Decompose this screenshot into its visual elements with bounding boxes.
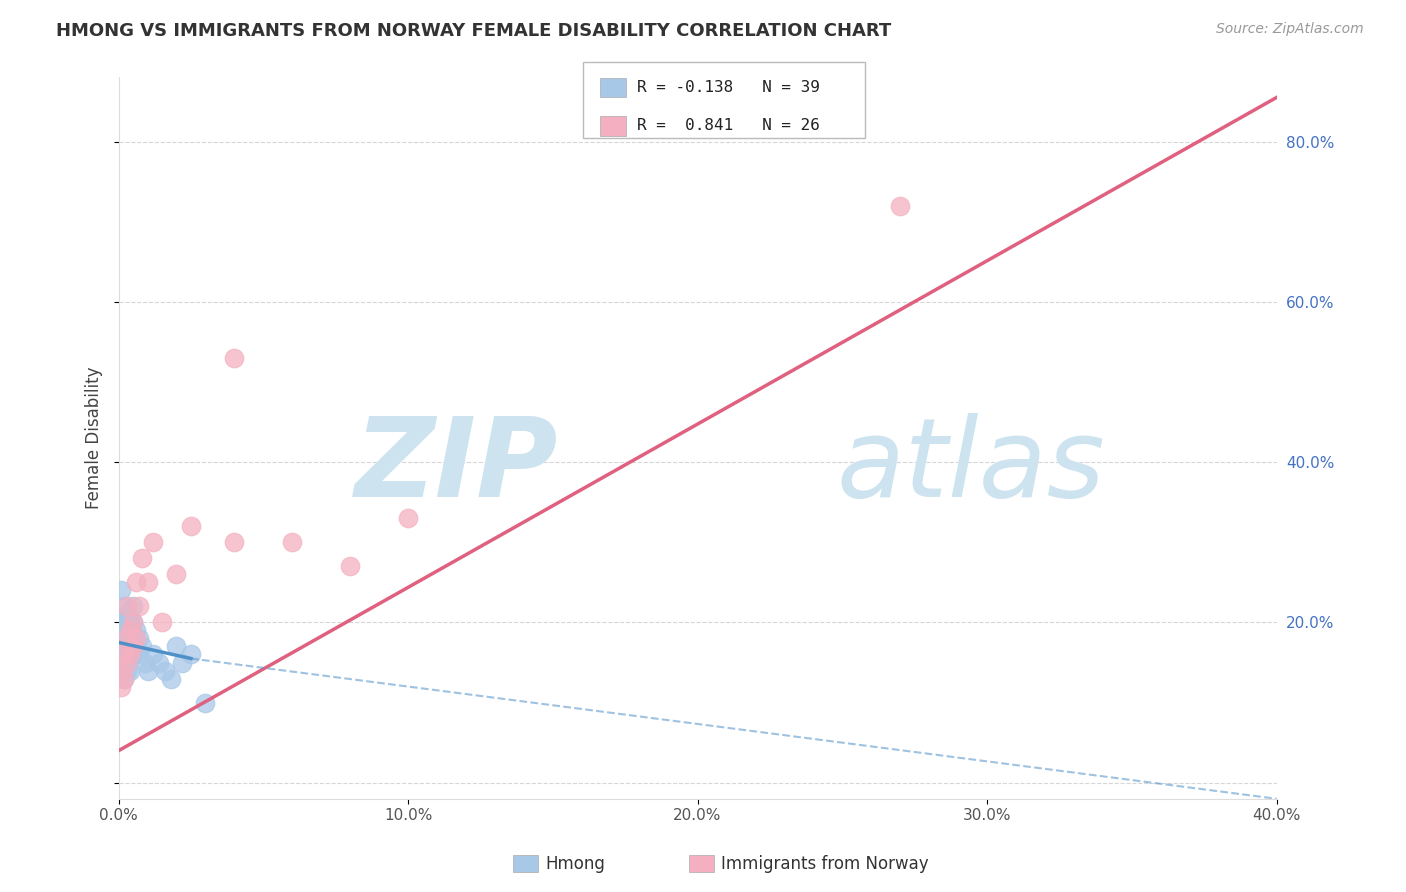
Point: [125, 624, 148, 638]
Point: [131, 551, 153, 566]
Point: [136, 664, 159, 678]
Point: [153, 664, 176, 678]
Point: [131, 640, 153, 654]
Point: [142, 535, 165, 549]
Point: [136, 575, 159, 590]
Point: [128, 632, 150, 646]
Point: [194, 696, 217, 710]
Point: [166, 640, 188, 654]
Point: [122, 615, 145, 630]
Point: [112, 672, 135, 686]
Point: [396, 511, 419, 525]
Point: [128, 648, 150, 662]
Point: [117, 656, 139, 670]
Point: [120, 615, 142, 630]
Point: [112, 615, 135, 630]
Point: [134, 656, 156, 670]
Point: [122, 599, 145, 614]
Point: [110, 664, 132, 678]
Point: [180, 648, 202, 662]
Point: [112, 632, 135, 646]
Point: [122, 648, 145, 662]
Point: [117, 599, 139, 614]
Text: Hmong: Hmong: [546, 855, 606, 873]
Point: [112, 648, 135, 662]
Text: atlas: atlas: [837, 414, 1105, 520]
Point: [120, 648, 142, 662]
Text: R = -0.138   N = 39: R = -0.138 N = 39: [637, 80, 820, 95]
Point: [150, 615, 173, 630]
Point: [117, 640, 139, 654]
Point: [120, 664, 142, 678]
Point: [172, 656, 194, 670]
Point: [122, 640, 145, 654]
Text: HMONG VS IMMIGRANTS FROM NORWAY FEMALE DISABILITY CORRELATION CHART: HMONG VS IMMIGRANTS FROM NORWAY FEMALE D…: [56, 22, 891, 40]
Point: [110, 664, 132, 678]
Point: [120, 632, 142, 646]
Point: [125, 632, 148, 646]
Y-axis label: Female Disability: Female Disability: [86, 367, 103, 509]
Point: [110, 615, 132, 630]
Point: [110, 583, 132, 598]
Point: [110, 632, 132, 646]
Point: [117, 632, 139, 646]
Point: [128, 599, 150, 614]
Point: [122, 632, 145, 646]
Point: [117, 656, 139, 670]
Point: [889, 199, 911, 213]
Point: [142, 648, 165, 662]
Point: [117, 607, 139, 622]
Point: [110, 648, 132, 662]
Point: [120, 624, 142, 638]
Point: [224, 351, 246, 365]
Text: ZIP: ZIP: [356, 414, 558, 520]
Point: [148, 656, 170, 670]
Point: [112, 648, 135, 662]
Point: [125, 640, 148, 654]
Point: [339, 559, 361, 574]
Point: [281, 535, 304, 549]
Point: [117, 624, 139, 638]
Point: [112, 672, 135, 686]
Point: [117, 664, 139, 678]
Point: [180, 519, 202, 533]
Text: R =  0.841   N = 26: R = 0.841 N = 26: [637, 119, 820, 133]
Point: [112, 656, 135, 670]
Point: [122, 615, 145, 630]
Point: [110, 680, 132, 694]
Text: Source: ZipAtlas.com: Source: ZipAtlas.com: [1216, 22, 1364, 37]
Point: [125, 575, 148, 590]
Point: [159, 672, 181, 686]
Text: Immigrants from Norway: Immigrants from Norway: [721, 855, 929, 873]
Point: [112, 599, 135, 614]
Point: [166, 567, 188, 582]
Point: [224, 535, 246, 549]
Point: [120, 648, 142, 662]
